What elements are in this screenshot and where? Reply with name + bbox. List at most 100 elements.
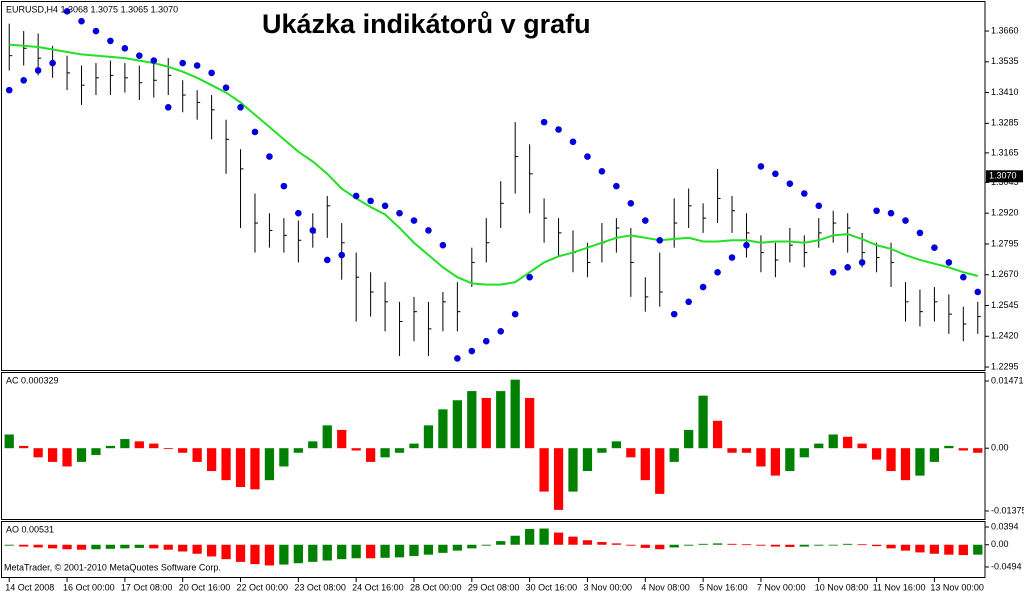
x-tick-label: 22 Oct 00:00 [237,582,289,592]
sar-dot [858,259,866,266]
sar-dot [656,236,664,244]
y-tick-label: 1.2420 [991,331,1019,341]
y-tick-label: 1.3285 [991,118,1019,128]
y-tick-label: 0.00 [991,539,1009,549]
histogram-bar [438,544,448,553]
histogram-bar [857,544,867,546]
y-tick-label: 1.2795 [991,238,1019,248]
histogram-bar [120,544,130,549]
moving-average [9,43,979,286]
histogram-bar [394,448,405,453]
histogram-bar [62,544,72,550]
x-tick-label: 5 Nov 16:00 [699,582,748,592]
sar-dot [251,128,259,136]
sar-dot [323,256,331,264]
histogram-bar [423,425,434,449]
histogram-bar [684,429,694,449]
sar-dot [338,251,346,259]
sar-dot [381,202,389,210]
x-tick-label: 4 Nov 08:00 [641,582,690,592]
sar-dot [685,298,692,306]
histogram-bar [929,544,940,554]
histogram-bar [250,448,260,490]
histogram-bar [539,448,549,492]
histogram-bar [105,445,116,449]
sar-dot [107,37,114,45]
sar-dot [526,273,533,281]
histogram-bar [611,543,622,545]
histogram-bar [944,544,954,555]
histogram-bar [958,544,968,556]
histogram-bar [553,448,564,510]
histogram-bar [770,448,781,476]
histogram-bar [886,544,896,549]
x-tick-label: 17 Oct 08:00 [121,582,173,592]
sar-dot [193,62,201,69]
x-tick-label: 23 Oct 08:00 [294,582,346,592]
last-price-label: 1.3070 [989,171,1017,181]
histogram-bar [105,544,116,549]
histogram-bar [308,441,318,449]
histogram-bar [279,448,289,467]
histogram-bar [221,448,231,481]
sar-dot [439,241,447,249]
histogram-bar [828,434,838,449]
histogram-bar [47,544,58,549]
histogram-bar [944,445,954,449]
sar-dot [34,67,42,74]
sar-dot [92,27,100,35]
histogram-bar [886,448,896,472]
histogram-bar [91,544,101,550]
histogram-bar [235,448,246,488]
sar-dot [974,288,982,296]
y-tick-label: -0.0494 [991,561,1022,571]
sar-dot [960,273,967,281]
sar-dot [468,347,476,355]
sar-dot [454,355,461,362]
sar-dot [613,182,620,190]
sar-dot [511,310,519,318]
histogram-bar [149,544,159,549]
histogram-bar [568,536,578,545]
sar-dot [540,118,548,126]
histogram-bar [900,448,911,481]
sar-dot [786,180,794,187]
histogram-bar [452,544,462,551]
histogram-bar [597,542,607,545]
histogram-bar [871,448,882,460]
histogram-bar [235,544,246,562]
price-panel [1,1,986,371]
histogram-bar [900,544,911,551]
y-tick-label: 1.3535 [991,56,1019,66]
histogram-bar [264,544,275,566]
histogram-bar [958,448,968,451]
y-tick-label: -0.01375 [991,505,1024,515]
histogram-bar [785,448,795,472]
histogram-bar [785,544,795,547]
histogram-bar [843,543,853,545]
histogram-bar [568,448,578,492]
last-price-box [986,170,1023,183]
histogram-bar [19,445,29,449]
sar-dot [425,227,432,234]
histogram-bar [76,448,87,462]
sar-dot [714,268,721,276]
histogram-bar [409,443,419,449]
sar-dot [641,217,649,224]
x-tick-label: 24 Oct 16:00 [352,582,404,592]
histogram-bar [467,544,477,549]
ao-label: AO 0.00531 [6,524,54,534]
histogram-bar [640,448,650,481]
histogram-bar [626,544,636,546]
histogram-bar [322,425,332,449]
sar-dot [757,163,765,170]
x-tick-label: 3 Nov 00:00 [583,582,632,592]
histogram-bar [828,544,838,546]
histogram-bar [741,544,752,546]
footer: MetaTrader, © 2001-2010 MetaQuotes Softw… [4,562,221,572]
sar-dot [78,17,85,25]
sar-dot [844,264,851,271]
histogram-bar [799,544,809,547]
histogram-bar [322,544,332,561]
histogram-bar [394,544,405,558]
